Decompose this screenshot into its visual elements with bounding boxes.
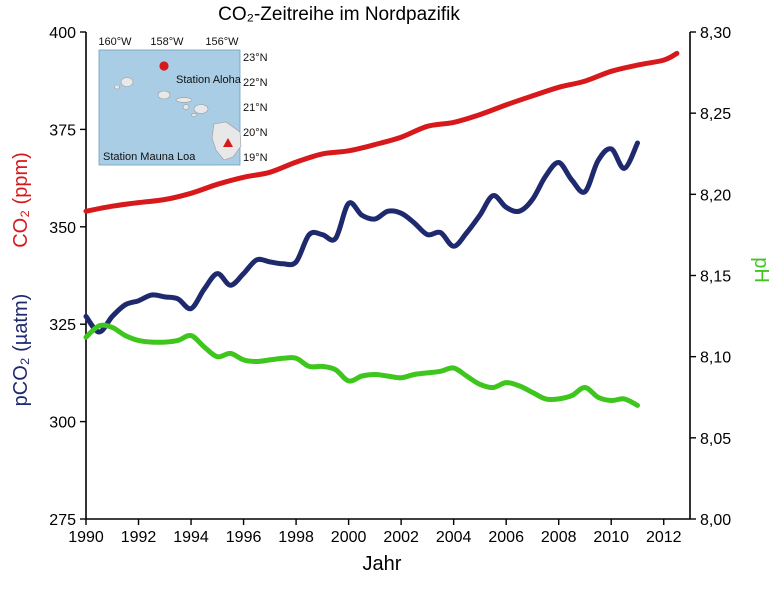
inset-lat-label-21: 21°N [243, 102, 268, 114]
x-tick-label-1996: 1996 [226, 529, 262, 546]
station-aloha-label: Station Aloha [176, 74, 242, 86]
x-tick-label-1994: 1994 [173, 529, 209, 546]
x-axis-ticks: 1990 1992 1994 1996 1998 2000 2002 2004 2006 2008… [68, 519, 682, 546]
series-ph-line [83, 322, 640, 408]
inset-lat-label-22: 22°N [243, 77, 268, 89]
inset-map: 160°W 158°W 156°W Station Aloha Station … [98, 36, 268, 166]
left-tick-label-375: 375 [49, 122, 76, 139]
x-tick-label-2004: 2004 [436, 529, 472, 546]
series-co2-line [83, 50, 680, 214]
left-axis-label-co2: CO₂ (ppm) [10, 152, 32, 248]
x-tick-label-2008: 2008 [541, 529, 577, 546]
x-tick-label-2012: 2012 [646, 529, 682, 546]
island-oahu [157, 90, 171, 100]
station-mauna-loa-marker [223, 138, 233, 147]
x-tick-label-2002: 2002 [383, 529, 419, 546]
chart-title: CO₂-Zeitreihe im Nordpazifik [218, 4, 460, 25]
island-kahoolawe [191, 113, 197, 117]
left-axis-ticks: 275 300 325 350 375 400 [49, 25, 86, 529]
left-tick-label-275: 275 [49, 512, 76, 529]
right-tick-label-8,20: 8,20 [700, 187, 731, 204]
right-axis-ticks: 8,00 8,05 8,10 8,15 8,20 8,25 8,30 [690, 25, 731, 529]
right-tick-label-8,30: 8,30 [700, 25, 731, 42]
island-kauai [120, 77, 134, 87]
left-axis-label-pco2: pCO₂ (µatm) [10, 294, 32, 407]
island-maui [193, 104, 209, 114]
island-lanai [182, 104, 190, 110]
x-tick-label-2000: 2000 [331, 529, 367, 546]
x-tick-label-1992: 1992 [121, 529, 157, 546]
right-tick-label-8,15: 8,15 [700, 269, 731, 286]
x-axis-label: Jahr [363, 553, 402, 575]
station-mauna-loa-label: Station Mauna Loa [103, 151, 196, 163]
x-tick-label-1990: 1990 [68, 529, 104, 546]
left-tick-label-300: 300 [49, 415, 76, 432]
right-tick-label-8,25: 8,25 [700, 106, 731, 123]
x-tick-label-1998: 1998 [278, 529, 314, 546]
x-tick-label-2006: 2006 [488, 529, 524, 546]
inset-lon-label-158: 158°W [150, 36, 184, 48]
left-tick-label-400: 400 [49, 25, 76, 42]
island-molokai [175, 97, 193, 103]
inset-lon-label-160: 160°W [98, 36, 132, 48]
left-tick-label-350: 350 [49, 220, 76, 237]
right-tick-label-8,00: 8,00 [700, 512, 731, 529]
island-niihau [114, 84, 120, 90]
right-tick-label-8,05: 8,05 [700, 431, 731, 448]
inset-lat-label-23: 23°N [243, 52, 268, 64]
right-tick-label-8,10: 8,10 [700, 350, 731, 367]
series-pco2-line [83, 140, 640, 335]
left-tick-label-325: 325 [49, 317, 76, 334]
inset-lat-label-20: 20°N [243, 127, 268, 139]
x-tick-label-2010: 2010 [593, 529, 629, 546]
station-aloha-marker [159, 61, 169, 71]
series-layer [83, 50, 680, 408]
right-axis-label-ph: pH [750, 257, 772, 283]
inset-lat-label-19: 19°N [243, 152, 268, 164]
inset-lon-label-156: 156°W [205, 36, 239, 48]
